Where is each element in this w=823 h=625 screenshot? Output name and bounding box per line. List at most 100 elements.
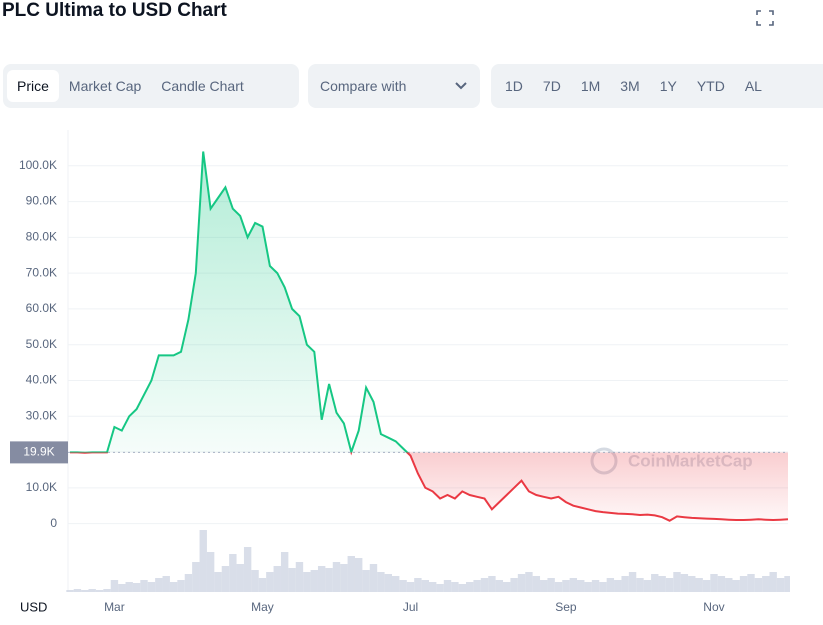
button[interactable]: 1D	[505, 78, 523, 94]
volume-bar	[554, 582, 563, 592]
volume-bar	[88, 589, 96, 592]
volume-bar	[695, 578, 703, 592]
volume-bar	[177, 580, 185, 592]
volume-bar	[110, 580, 119, 592]
area	[70, 151, 788, 521]
button[interactable]: 3M	[620, 78, 640, 94]
volume-bar	[547, 578, 555, 592]
volume-bar	[717, 576, 726, 592]
volume-bar	[325, 568, 333, 592]
x-tick-label: Nov	[703, 600, 724, 614]
volume-bar	[155, 578, 163, 592]
x-tick-label: Jul	[403, 600, 418, 614]
volume-bar	[710, 574, 718, 592]
button[interactable]: Market Cap	[68, 78, 142, 94]
volume-bar	[776, 578, 785, 592]
volume-bar	[362, 570, 370, 592]
volume-bar	[391, 576, 400, 592]
tab-group: Price Market Cap Candle Chart	[3, 64, 299, 108]
volume-bar	[295, 562, 304, 592]
reference-badge	[10, 441, 68, 464]
volume-bar	[451, 582, 459, 592]
volume-bar	[192, 562, 200, 592]
volume-bar	[473, 580, 481, 592]
volume-bar	[421, 580, 429, 592]
volume-bar	[414, 578, 422, 592]
button[interactable]: AL	[744, 78, 762, 94]
volume-bar	[577, 580, 585, 592]
volume-bar	[206, 552, 215, 592]
volume-bar	[229, 554, 237, 592]
volume-bar	[614, 580, 622, 592]
volume-bar	[599, 582, 607, 592]
volume-bar	[73, 589, 82, 592]
volume-bar	[354, 558, 363, 592]
volume-bar	[488, 576, 496, 592]
volume-bar	[384, 574, 392, 592]
volume-bar	[140, 580, 148, 592]
volume-bar	[673, 572, 681, 592]
volume-bar	[81, 590, 89, 592]
button[interactable]: Price	[7, 70, 59, 102]
volume-bar	[125, 582, 133, 592]
reference-label: 19.9K	[23, 445, 54, 459]
volume-bar	[103, 589, 111, 592]
currency-label: USD	[20, 599, 47, 614]
button[interactable]: YTD	[696, 78, 725, 94]
volume-bar	[621, 576, 629, 592]
volume-bar	[495, 580, 504, 592]
volume-bar	[377, 572, 385, 592]
volume-bar	[303, 572, 311, 592]
volume-bar	[739, 576, 748, 592]
y-tick-label: 70.0K	[26, 265, 57, 279]
volume-bar	[280, 552, 289, 592]
volume-bar	[340, 564, 348, 592]
volume-bar	[266, 572, 274, 592]
volume-bar	[569, 578, 578, 592]
volume-bar	[399, 580, 407, 592]
compare-label: Compare with	[320, 78, 407, 94]
volume-bar	[243, 547, 252, 592]
range-group: 1D 7D 1M 3M 1Y YTD AL	[491, 64, 823, 108]
chart: 010.0K20.0K30.0K40.0K50.0K60.0K70.0K80.0…	[10, 130, 790, 614]
compare-dropdown[interactable]: Compare with	[308, 64, 480, 108]
volume-bar	[606, 578, 615, 592]
y-tick-label: 50.0K	[26, 337, 57, 351]
volume-bar	[214, 572, 222, 592]
volume-bar	[118, 584, 126, 592]
volume-bar	[258, 578, 267, 592]
volume-bar	[466, 582, 474, 592]
button[interactable]: 1Y	[659, 78, 677, 94]
volume-bar	[747, 574, 755, 592]
volume-bar	[532, 576, 541, 592]
volume-bar	[169, 582, 178, 592]
button[interactable]: Candle Chart	[161, 78, 244, 94]
volume-bar	[184, 574, 193, 592]
volume-bar	[562, 580, 570, 592]
volume-bar	[199, 530, 207, 592]
y-tick-label: 80.0K	[26, 230, 57, 244]
volume-bar	[725, 578, 733, 592]
x-tick-label: May	[251, 600, 274, 614]
x-tick-label: Sep	[555, 600, 577, 614]
volume-bar	[784, 576, 790, 592]
volume-bar	[525, 572, 533, 592]
volume-bar	[443, 580, 452, 592]
button[interactable]: 7D	[542, 78, 561, 94]
fullscreen-icon[interactable]	[755, 9, 775, 27]
volume-bar	[702, 580, 711, 592]
volume-bar	[162, 576, 170, 592]
volume-bar	[540, 580, 548, 592]
button[interactable]: 1M	[580, 78, 601, 94]
y-tick-label: 0	[50, 516, 57, 530]
y-tick-label: 100.0K	[19, 158, 57, 172]
volume-bar	[369, 564, 378, 592]
volume-bar	[332, 562, 341, 592]
volume-bar	[436, 584, 444, 592]
volume-bar	[584, 582, 592, 592]
y-tick-label: 40.0K	[26, 373, 57, 387]
volume-bar	[221, 566, 230, 592]
volume-bar	[658, 576, 666, 592]
y-tick-label: 30.0K	[26, 408, 57, 422]
y-tick-label: 60.0K	[26, 301, 57, 315]
